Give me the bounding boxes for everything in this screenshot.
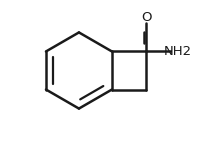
Text: O: O — [141, 11, 151, 24]
Text: NH2: NH2 — [163, 45, 191, 58]
